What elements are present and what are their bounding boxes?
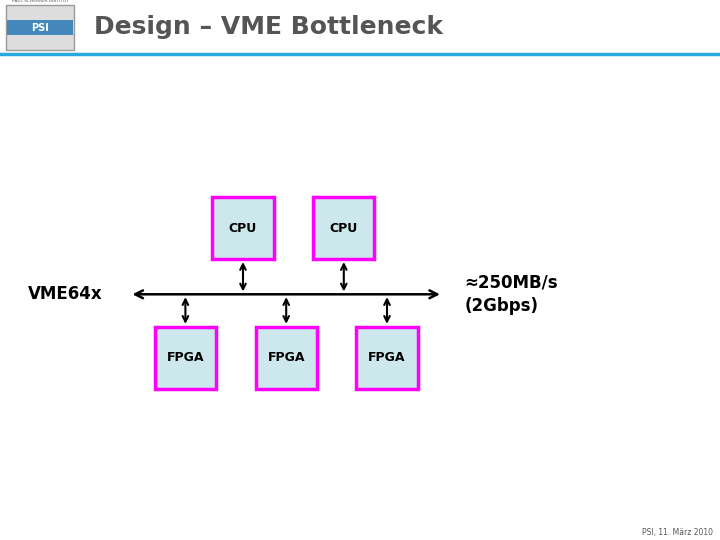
Text: CPU: CPU (229, 221, 257, 235)
Text: PAUL SCHERRER INSTITUT: PAUL SCHERRER INSTITUT (12, 0, 68, 3)
Text: FPGA: FPGA (166, 351, 204, 364)
Text: PSI: PSI (31, 23, 49, 32)
Text: ≈250MB/s
(2Gbps): ≈250MB/s (2Gbps) (464, 273, 558, 315)
Text: FPGA: FPGA (368, 351, 406, 364)
Bar (6, 5, 74, 50)
Text: VME64x: VME64x (27, 285, 102, 303)
Bar (155, 327, 216, 389)
Bar (7, 21, 73, 35)
Text: FPGA: FPGA (267, 351, 305, 364)
Bar (313, 197, 374, 259)
Text: PSI, 11. März 2010: PSI, 11. März 2010 (642, 528, 713, 537)
Bar (212, 197, 274, 259)
Bar (356, 327, 418, 389)
Text: Design – VME Bottleneck: Design – VME Bottleneck (94, 15, 443, 39)
Bar (256, 327, 317, 389)
Text: CPU: CPU (330, 221, 358, 235)
